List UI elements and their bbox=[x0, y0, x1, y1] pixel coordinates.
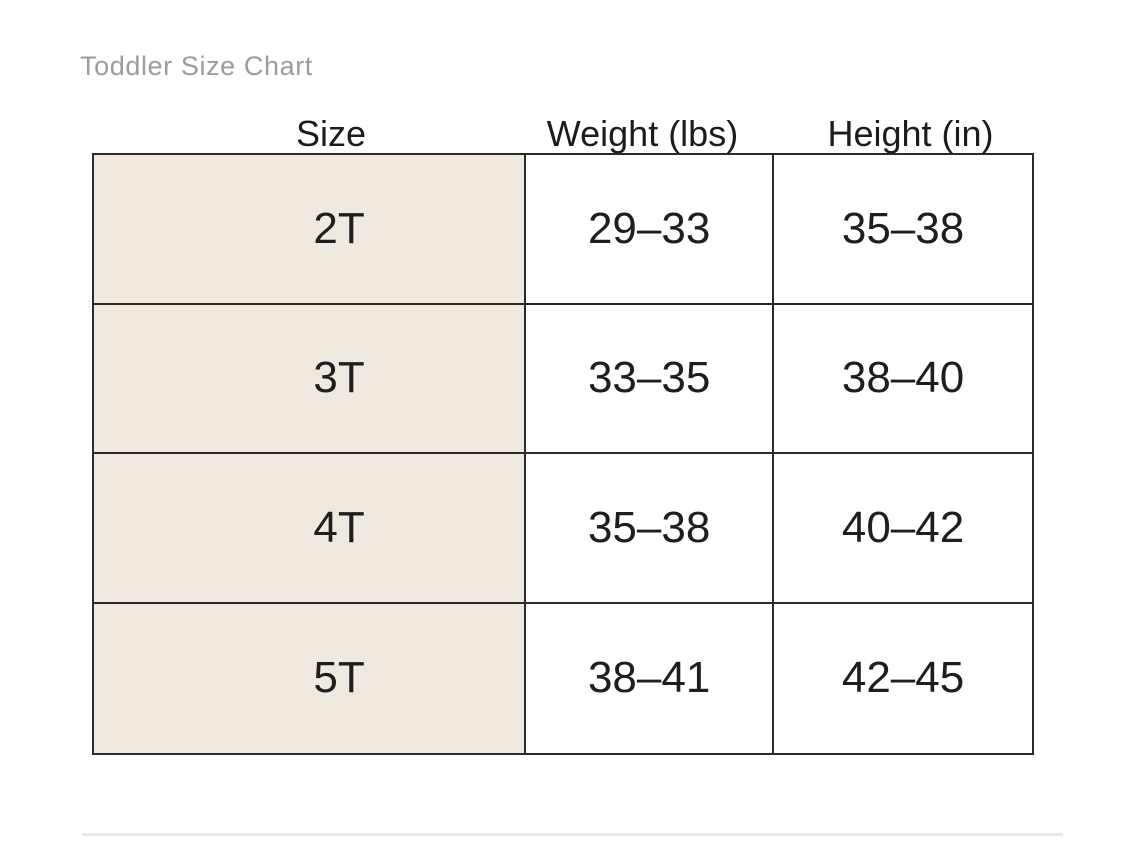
size-value: 2T bbox=[313, 203, 365, 253]
column-header-size: Size bbox=[295, 113, 367, 154]
height-value: 42–45 bbox=[841, 653, 965, 703]
table-cell-height-2t: 35–38 bbox=[774, 155, 1032, 305]
table-cell-weight-2t: 29–33 bbox=[526, 155, 775, 305]
weight-value: 35–38 bbox=[587, 502, 711, 552]
weight-value: 33–35 bbox=[587, 353, 711, 403]
table-cell-weight-5t: 38–41 bbox=[526, 603, 775, 753]
table-cell-height-4t: 40–42 bbox=[774, 454, 1032, 604]
toddler-size-table: 2T 29–33 35–38 3T 33–35 38–40 4T 35–38 4… bbox=[92, 153, 1034, 755]
table-cell-weight-3t: 33–35 bbox=[526, 304, 775, 454]
size-value: 4T bbox=[313, 502, 365, 552]
table-header-row: Size Weight (lbs) Height (in) bbox=[92, 100, 1034, 152]
weight-value: 38–41 bbox=[587, 653, 711, 703]
height-value: 35–38 bbox=[841, 203, 965, 253]
table-cell-height-3t: 38–40 bbox=[774, 304, 1032, 454]
weight-value: 29–33 bbox=[587, 203, 711, 253]
table-cell-size-3t: 3T bbox=[94, 304, 527, 454]
height-value: 38–40 bbox=[841, 353, 965, 403]
table-cell-size-5t: 5T bbox=[94, 603, 527, 753]
column-header-weight: Weight (lbs) bbox=[546, 113, 739, 154]
column-header-height: Height (in) bbox=[827, 113, 994, 154]
size-value: 3T bbox=[313, 353, 365, 403]
table-cell-height-5t: 42–45 bbox=[774, 603, 1032, 753]
table-cell-weight-4t: 35–38 bbox=[526, 454, 775, 604]
section-divider bbox=[82, 833, 1063, 836]
height-value: 40–42 bbox=[841, 502, 965, 552]
table-cell-size-4t: 4T bbox=[94, 454, 527, 604]
size-value: 5T bbox=[313, 653, 365, 703]
table-cell-size-2t: 2T bbox=[94, 155, 527, 305]
page-title: Toddler Size Chart bbox=[80, 51, 313, 81]
